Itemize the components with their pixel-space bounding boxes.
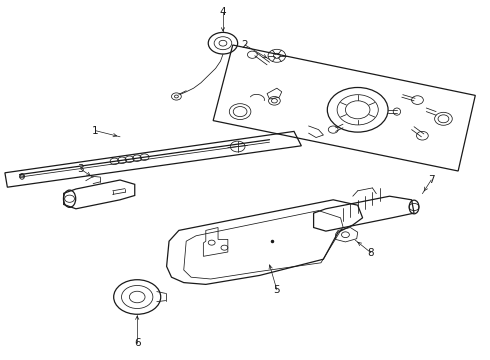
Text: 8: 8 xyxy=(368,248,374,258)
Text: 7: 7 xyxy=(428,175,435,185)
Text: 3: 3 xyxy=(77,164,84,174)
Text: 2: 2 xyxy=(242,40,248,50)
Text: 4: 4 xyxy=(220,6,226,17)
Text: 1: 1 xyxy=(92,126,99,136)
Text: 5: 5 xyxy=(273,285,280,295)
Text: 6: 6 xyxy=(134,338,141,348)
